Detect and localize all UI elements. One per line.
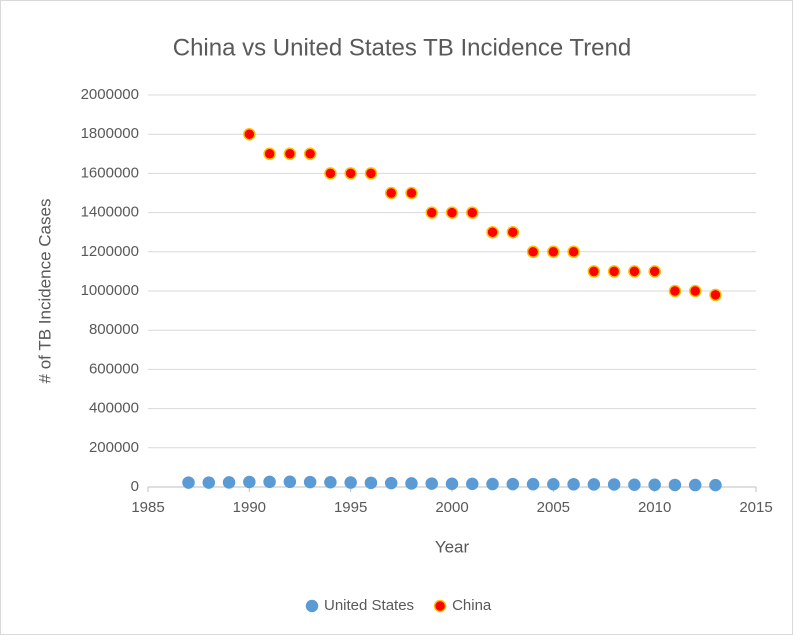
point <box>202 476 216 489</box>
y-axis-label: # of TB Incidence Cases <box>35 199 54 384</box>
point <box>628 265 641 278</box>
point <box>607 265 621 278</box>
x-tick-label: 2005 <box>537 499 570 516</box>
point <box>364 476 378 490</box>
legend-marker <box>433 599 447 613</box>
y-tick-label: 2000000 <box>81 86 139 103</box>
point <box>607 478 621 491</box>
point <box>425 206 438 219</box>
point <box>466 477 479 491</box>
point <box>243 127 256 141</box>
y-tick-label: 0 <box>131 478 139 495</box>
point <box>648 265 661 278</box>
x-axis-label: Year <box>435 537 470 556</box>
point <box>344 167 357 180</box>
point <box>688 284 702 298</box>
point <box>303 147 317 161</box>
x-tick-label: 1990 <box>233 499 266 516</box>
y-tick-label: 400000 <box>89 400 139 417</box>
point <box>263 147 276 161</box>
point <box>526 245 540 259</box>
y-tick-label: 1800000 <box>81 125 139 142</box>
point <box>222 476 236 489</box>
y-tick-label: 1600000 <box>81 164 139 181</box>
legend-marker <box>305 599 319 613</box>
point <box>425 477 438 490</box>
y-tick-label: 800000 <box>89 321 139 338</box>
point <box>567 478 580 491</box>
point <box>324 476 337 489</box>
x-tick-label: 2015 <box>739 499 772 516</box>
y-tick-label: 1200000 <box>81 243 139 260</box>
point <box>344 476 357 489</box>
point <box>182 476 195 489</box>
point <box>567 245 580 259</box>
point <box>506 225 520 239</box>
legend-label: China <box>452 597 492 614</box>
x-tick-label: 2010 <box>638 499 671 516</box>
point <box>405 477 418 490</box>
point <box>445 477 459 491</box>
point <box>688 478 702 492</box>
x-tick-label: 1995 <box>334 499 367 516</box>
point <box>709 478 722 492</box>
point <box>324 167 337 180</box>
x-tick-label: 1985 <box>131 499 164 516</box>
y-tick-label: 200000 <box>89 439 139 456</box>
y-tick-label: 600000 <box>89 360 139 377</box>
point <box>303 475 317 489</box>
y-tick-label: 1400000 <box>81 204 139 221</box>
point <box>547 245 560 259</box>
point <box>263 475 276 489</box>
y-tick-label: 1000000 <box>81 282 139 299</box>
point <box>526 477 540 491</box>
point <box>364 167 378 180</box>
point <box>283 475 297 489</box>
point <box>587 265 601 278</box>
point <box>709 288 722 302</box>
point <box>384 476 398 490</box>
point <box>668 478 682 492</box>
point <box>243 475 256 489</box>
point <box>587 478 601 491</box>
point <box>547 477 560 491</box>
point <box>486 477 499 491</box>
point <box>486 225 499 239</box>
point <box>648 478 661 492</box>
point <box>445 206 459 219</box>
point <box>506 477 520 491</box>
point <box>384 186 398 200</box>
point <box>628 478 641 491</box>
point <box>283 147 297 161</box>
x-tick-label: 2000 <box>435 499 468 516</box>
point <box>405 186 418 200</box>
point <box>668 284 682 298</box>
chart-title: China vs United States TB Incidence Tren… <box>173 34 631 61</box>
point <box>466 206 479 219</box>
legend-label: United States <box>324 597 414 614</box>
